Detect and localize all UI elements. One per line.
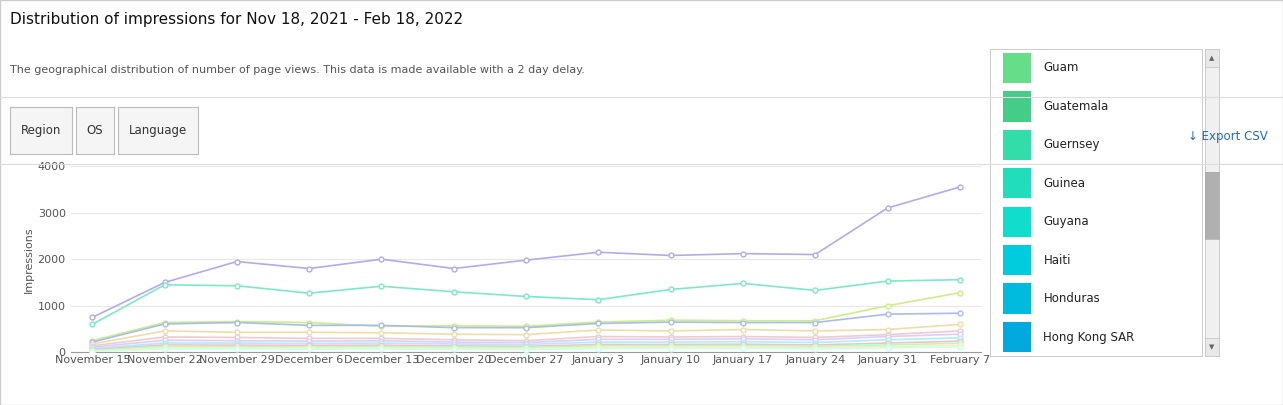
Text: Guyana: Guyana xyxy=(1043,215,1089,228)
Bar xyxy=(1003,322,1030,352)
Text: Haiti: Haiti xyxy=(1043,254,1071,267)
Text: Guinea: Guinea xyxy=(1043,177,1085,190)
Text: Language: Language xyxy=(128,124,187,137)
Text: Region: Region xyxy=(21,124,62,137)
Text: Honduras: Honduras xyxy=(1043,292,1100,305)
Text: OS: OS xyxy=(87,124,103,137)
Bar xyxy=(1003,130,1030,160)
Text: Guernsey: Guernsey xyxy=(1043,138,1100,151)
Bar xyxy=(1003,168,1030,198)
Bar xyxy=(1003,284,1030,314)
Bar xyxy=(1003,207,1030,237)
Text: ▲: ▲ xyxy=(1209,55,1215,61)
Bar xyxy=(1003,245,1030,275)
Y-axis label: Impressions: Impressions xyxy=(23,226,33,292)
Text: ↓ Export CSV: ↓ Export CSV xyxy=(1188,130,1268,143)
Text: The geographical distribution of number of page views. This data is made availab: The geographical distribution of number … xyxy=(10,65,585,75)
Bar xyxy=(1003,91,1030,122)
Text: Hong Kong SAR: Hong Kong SAR xyxy=(1043,330,1134,344)
Text: ▼: ▼ xyxy=(1209,344,1215,350)
Text: Guam: Guam xyxy=(1043,61,1079,75)
Bar xyxy=(1003,53,1030,83)
Text: Guatemala: Guatemala xyxy=(1043,100,1109,113)
Text: Distribution of impressions for Nov 18, 2021 - Feb 18, 2022: Distribution of impressions for Nov 18, … xyxy=(10,12,463,27)
